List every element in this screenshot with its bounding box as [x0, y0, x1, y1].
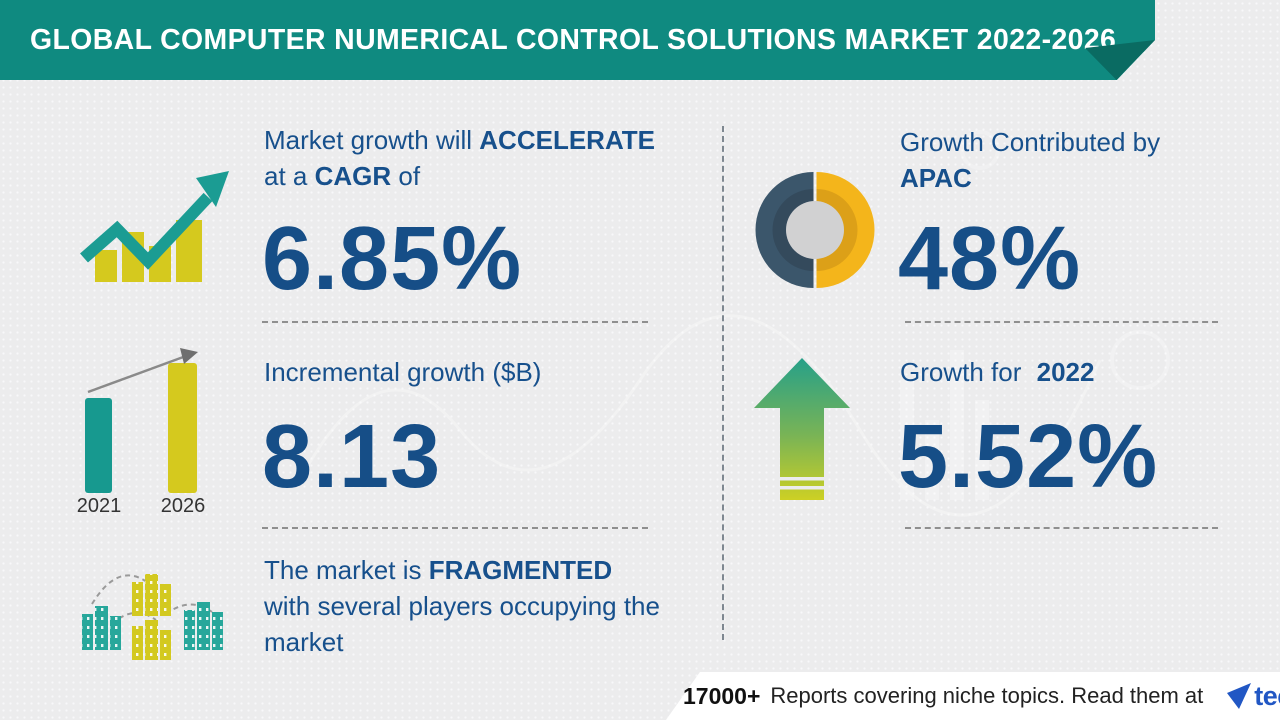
incremental-growth-value: 8.13 [262, 407, 442, 507]
divider-left-top [262, 321, 648, 323]
cagr-label-text: Market growth will [264, 125, 480, 155]
cagr-value: 6.85% [262, 209, 523, 309]
yoy-growth-value: 5.52% [898, 407, 1159, 507]
apac-label: Growth Contributed by APAC [900, 124, 1160, 196]
divider-right-top [905, 321, 1218, 323]
divider-right-bottom [905, 527, 1218, 529]
growth-chart-arrow-icon [80, 171, 229, 282]
incremental-growth-label: Incremental growth ($B) [264, 357, 542, 387]
yoy-growth-label: Growth for 2022 [900, 354, 1094, 390]
cagr-label-text2: at a [264, 161, 315, 191]
yoy-year: 2022 [1036, 357, 1095, 387]
technavio-triangle-icon [1227, 683, 1252, 709]
two-bar-growth-icon [85, 348, 198, 493]
cagr-term-emphasis: CAGR [314, 161, 392, 191]
bar-year-end: 2026 [160, 495, 206, 517]
logo-text-tech: tech [1254, 680, 1280, 711]
footer-row: 17000+ Reports covering niche topics. Re… [683, 672, 1280, 720]
footer-message: Reports covering niche topics. Read them… [770, 683, 1204, 708]
apac-label-text: Growth Contributed by [900, 127, 1161, 157]
market-structure-label: The market is FRAGMENTED with several pl… [264, 552, 704, 660]
cagr-label-text3: of [391, 161, 421, 191]
apac-region: APAC [900, 163, 972, 193]
divider-left-bottom [262, 527, 648, 529]
footer-band [665, 672, 1280, 720]
apac-donut-chart-icon [755, 172, 875, 288]
bar-year-start: 2021 [76, 495, 122, 517]
page-title: GLOBAL COMPUTER NUMERICAL CONTROL SOLUTI… [30, 23, 1117, 56]
cagr-accelerate-emphasis: ACCELERATE [479, 125, 656, 155]
structure-text2: with several players occupying the marke… [264, 591, 660, 657]
structure-text: The market is [264, 555, 429, 585]
technavio-logo: technavio™ [1227, 681, 1280, 712]
fragmented-emphasis: FRAGMENTED [428, 555, 613, 585]
title-banner: GLOBAL COMPUTER NUMERICAL CONTROL SOLUTI… [0, 0, 1155, 80]
reports-count: 17000+ [683, 682, 761, 709]
apac-value: 48% [898, 209, 1082, 309]
vertical-dashed-divider [722, 126, 724, 640]
gradient-up-arrow-icon [754, 358, 850, 500]
yoy-label-text: Growth for [900, 357, 1022, 387]
building-clusters-icon [82, 574, 223, 660]
cagr-label: Market growth will ACCELERATE at a CAGR … [264, 122, 694, 194]
